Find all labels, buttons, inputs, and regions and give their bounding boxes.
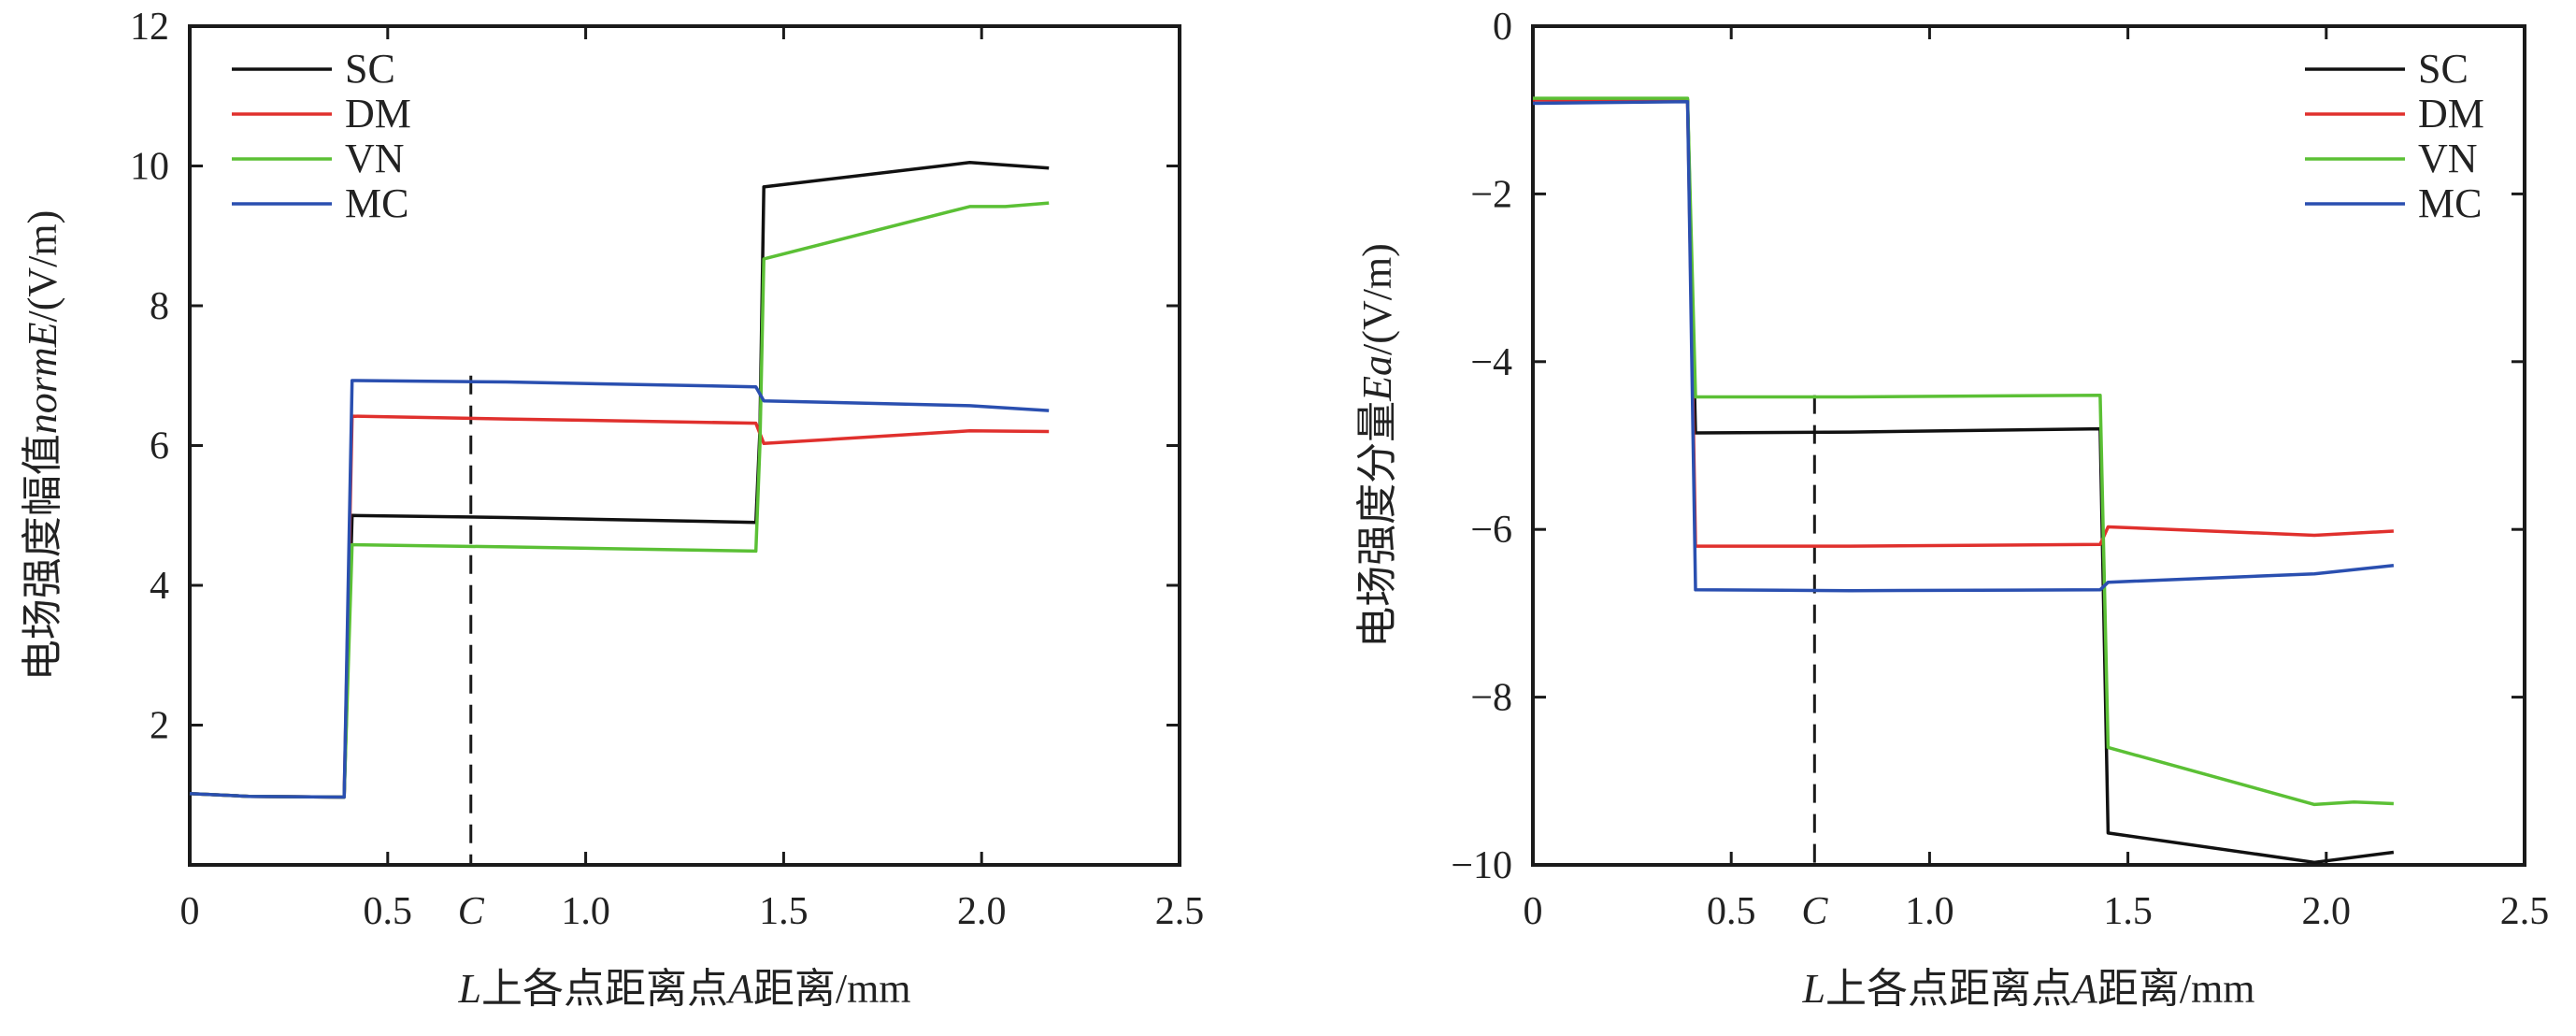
x-tick-label: 1.0 — [1905, 890, 1954, 933]
x-tick-label: 2.0 — [2302, 890, 2352, 933]
legend-label-sc: SC — [345, 46, 395, 92]
marker-c-label: C — [458, 890, 485, 933]
series-line-vn — [189, 201, 1050, 799]
y-tick-label: 6 — [150, 425, 169, 468]
y-axis-label: 电场强度幅值normE/(V/m) — [20, 210, 65, 682]
plot-frame — [1531, 24, 2526, 867]
series-line-dm — [1533, 98, 2394, 548]
series-line-sc — [1533, 98, 2395, 865]
legend-label-dm: DM — [345, 91, 411, 137]
x-tick-label: 2.5 — [1155, 890, 1205, 933]
y-tick-label: 2 — [150, 705, 169, 748]
marker-c-label: C — [1801, 890, 1828, 933]
y-tick-label: 4 — [150, 565, 169, 608]
y-tick-label: 12 — [130, 6, 169, 49]
series-line-mc — [1532, 99, 2395, 593]
legend-label-dm: DM — [2418, 91, 2484, 137]
y-tick-label: 8 — [150, 285, 169, 328]
series-line-dm — [189, 414, 1050, 799]
plot-frame — [188, 24, 1181, 867]
legend-label-mc: MC — [2418, 180, 2482, 226]
x-tick-label: 0.5 — [1707, 890, 1756, 933]
legend-label-vn: VN — [345, 136, 405, 181]
x-tick-label: 0 — [1524, 890, 1543, 933]
y-tick-label: −2 — [1470, 173, 1512, 216]
y-tick-label: −6 — [1470, 509, 1512, 552]
y-tick-label: 10 — [130, 146, 169, 189]
x-axis-label: L上各点距离点A距离/mm — [457, 966, 910, 1012]
y-axis-label: 电场强度分量Ea/(V/m) — [1354, 243, 1400, 648]
x-tick-label: 0 — [180, 890, 200, 933]
x-tick-label: 1.5 — [759, 890, 809, 933]
series-line-vn — [1533, 96, 2394, 807]
y-tick-label: 0 — [1493, 6, 1512, 49]
x-tick-label: 1.0 — [561, 890, 610, 933]
x-tick-label: 2.0 — [957, 890, 1007, 933]
legend-label-mc: MC — [345, 180, 408, 226]
x-tick-label: 0.5 — [364, 890, 413, 933]
x-tick-label: 1.5 — [2103, 890, 2153, 933]
series-line-mc — [189, 379, 1050, 799]
y-tick-label: −10 — [1451, 844, 1512, 887]
y-tick-label: −8 — [1470, 677, 1512, 720]
legend-label-vn: VN — [2418, 136, 2478, 181]
legend-label-sc: SC — [2418, 46, 2469, 92]
x-axis-label: L上各点距离点A距离/mm — [1801, 966, 2254, 1012]
x-tick-label: 2.5 — [2500, 890, 2550, 933]
series-line-sc — [189, 161, 1050, 799]
y-tick-label: −4 — [1470, 341, 1512, 384]
